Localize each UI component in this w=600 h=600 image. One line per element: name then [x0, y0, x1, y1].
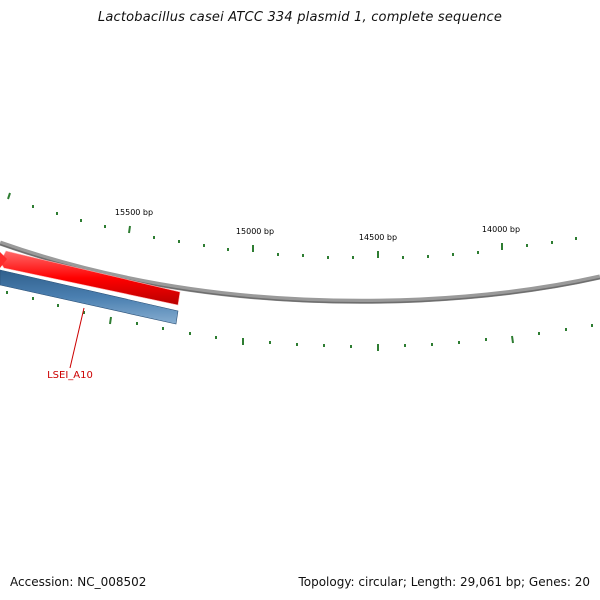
outer-tick-major — [128, 225, 131, 234]
accession-value: NC_008502 — [77, 575, 147, 589]
length-label: Length: — [410, 575, 457, 589]
sequence-summary: Topology: circular; Length: 29,061 bp; G… — [298, 575, 590, 589]
tick-label-14500: 14500 bp — [359, 233, 397, 242]
gene-label-leader — [69, 307, 85, 369]
gene-label-lsei-a10[interactable]: LSEI_A10 — [47, 370, 93, 381]
reverse-feature-arc[interactable] — [0, 269, 179, 325]
length-value: 29,061 bp — [460, 575, 522, 589]
outer-tick — [7, 192, 11, 200]
tick-label-15000: 15000 bp — [236, 227, 274, 236]
forward-feature-arrowhead — [0, 252, 7, 268]
genes-value: 20 — [574, 575, 590, 589]
accession-info: Accession: NC_008502 — [10, 575, 146, 589]
tick-label-15500: 15500 bp — [115, 208, 153, 217]
topology-label: Topology: — [298, 575, 355, 589]
genes-label: Genes: — [528, 575, 571, 589]
inner-tick-major — [511, 335, 514, 344]
accession-label: Accession: — [10, 575, 74, 589]
backbone-ring — [0, 240, 600, 304]
tick-label-14000: 14000 bp — [482, 225, 520, 234]
topology-value: circular — [358, 575, 403, 589]
inner-tick-major — [109, 316, 112, 325]
inner-tick-marks — [6, 291, 593, 351]
outer-tick-marks — [7, 192, 577, 259]
map-title: Lactobacillus casei ATCC 334 plasmid 1, … — [97, 10, 503, 25]
